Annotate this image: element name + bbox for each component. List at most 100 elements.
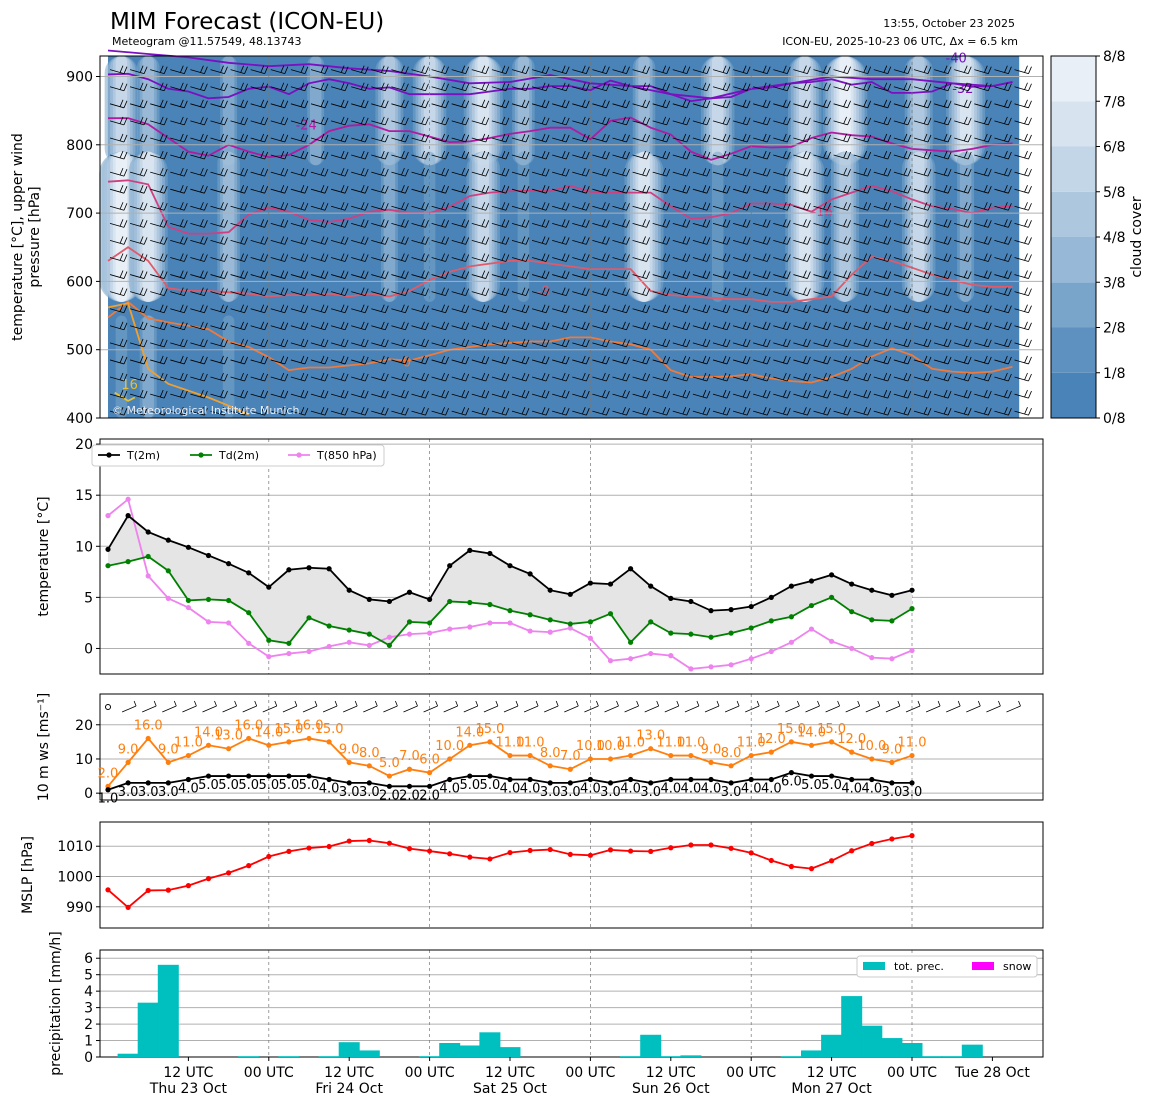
series-point xyxy=(547,846,553,853)
wind-barb xyxy=(170,150,188,160)
wind-barb xyxy=(170,167,188,177)
wind-barb xyxy=(724,700,740,713)
series-point xyxy=(708,842,714,848)
wind-barb xyxy=(150,389,168,399)
wind-barb xyxy=(431,270,449,279)
series-point xyxy=(909,587,915,593)
wind-barb xyxy=(986,700,1001,713)
data-label: 4.0 xyxy=(520,781,541,796)
wind-barb xyxy=(1014,407,1032,416)
wind-barb xyxy=(230,389,248,399)
wind-barb xyxy=(371,65,389,75)
wind-barb xyxy=(310,236,329,245)
forecast-timestamp: 13:55, October 23 2025 xyxy=(883,17,1015,30)
series-point xyxy=(527,847,533,854)
wind-barb xyxy=(813,338,831,348)
wind-barb xyxy=(290,185,309,194)
wind-barb xyxy=(813,236,831,245)
wind-barb xyxy=(833,253,851,262)
wind-barb xyxy=(129,99,148,109)
x-tick-label-line: 00 UTC xyxy=(887,1065,937,1081)
y-tick-label: 0 xyxy=(84,1050,93,1066)
wind-barb xyxy=(531,99,550,109)
wind-barb xyxy=(572,202,590,211)
y-tick-label: 2 xyxy=(84,1017,93,1033)
wind-barb xyxy=(431,372,449,382)
isotherm-line xyxy=(107,49,1013,100)
series-point xyxy=(507,563,513,569)
precip-bar xyxy=(841,996,863,1057)
wind-barb xyxy=(913,287,932,297)
wind-barb xyxy=(471,185,490,194)
wind-barb xyxy=(411,65,429,75)
wind-barb xyxy=(785,700,800,713)
series-point xyxy=(788,614,795,620)
wind-barb xyxy=(230,219,248,228)
wind-barb xyxy=(692,82,711,92)
x-tick-label: 00 UTC xyxy=(887,1065,937,1081)
data-label: 4.0 xyxy=(620,781,641,796)
wind-barb xyxy=(753,185,771,194)
wind-barb xyxy=(572,82,590,92)
series-point xyxy=(547,587,553,593)
wind-barb xyxy=(230,372,248,382)
wind-barb xyxy=(994,99,1012,109)
wind-barb xyxy=(250,287,269,297)
wind-barb xyxy=(330,372,349,382)
series-point xyxy=(708,664,714,670)
wind-barb xyxy=(451,338,470,348)
x-tick-label-line: 12 UTC xyxy=(163,1065,213,1081)
isotherm-line xyxy=(107,72,1013,103)
wind-barb xyxy=(793,287,811,297)
wind-barb xyxy=(190,389,208,399)
wind-barb xyxy=(109,389,128,399)
wind-barb xyxy=(210,150,228,160)
wind-barb xyxy=(531,372,550,382)
wind-barb xyxy=(853,270,872,279)
series-point xyxy=(768,857,774,864)
wind-barb xyxy=(913,304,932,314)
wind-barb xyxy=(552,82,570,92)
colorbar-tick-label: 0/8 xyxy=(1103,411,1126,427)
wind-barb xyxy=(853,372,872,382)
wind-barb xyxy=(552,321,570,331)
wind-barb xyxy=(471,355,490,365)
wind-barb xyxy=(692,304,711,314)
series-point xyxy=(487,739,493,745)
series-point xyxy=(326,643,332,650)
wind-barb xyxy=(1014,99,1032,109)
wind-barb xyxy=(1014,338,1032,348)
wind-barb xyxy=(994,116,1012,126)
series-point xyxy=(185,597,191,604)
wind-barb xyxy=(753,338,771,348)
wind-barb xyxy=(391,338,409,348)
wind-barb xyxy=(994,133,1012,143)
data-label: 11.0 xyxy=(898,736,927,751)
wind-barb xyxy=(491,133,510,143)
wind-barb xyxy=(250,133,269,143)
precip-bar xyxy=(821,1034,843,1057)
cloud-band xyxy=(115,315,128,418)
wind-barb xyxy=(732,150,751,160)
wind-barb xyxy=(451,185,470,194)
wind-barb xyxy=(893,202,912,211)
precip-bar xyxy=(780,1056,802,1057)
wind-barb xyxy=(672,82,691,92)
wind-barb xyxy=(170,219,188,228)
series-point xyxy=(849,749,855,755)
series-point xyxy=(346,627,352,633)
wind-barb xyxy=(531,389,550,399)
wind-barb xyxy=(371,355,389,365)
wind-barb xyxy=(572,321,590,331)
wind-barb xyxy=(552,99,570,109)
wind-barb xyxy=(732,321,751,331)
wind-barb xyxy=(391,133,409,143)
wind-barb xyxy=(933,116,952,126)
wind-barb xyxy=(170,202,188,211)
wind-barb xyxy=(290,133,309,143)
series-point xyxy=(628,752,634,759)
wind-barb xyxy=(523,700,539,713)
colorbar-tick-label: 5/8 xyxy=(1103,185,1126,201)
wind-barb xyxy=(913,65,932,75)
wind-barb xyxy=(190,407,208,416)
